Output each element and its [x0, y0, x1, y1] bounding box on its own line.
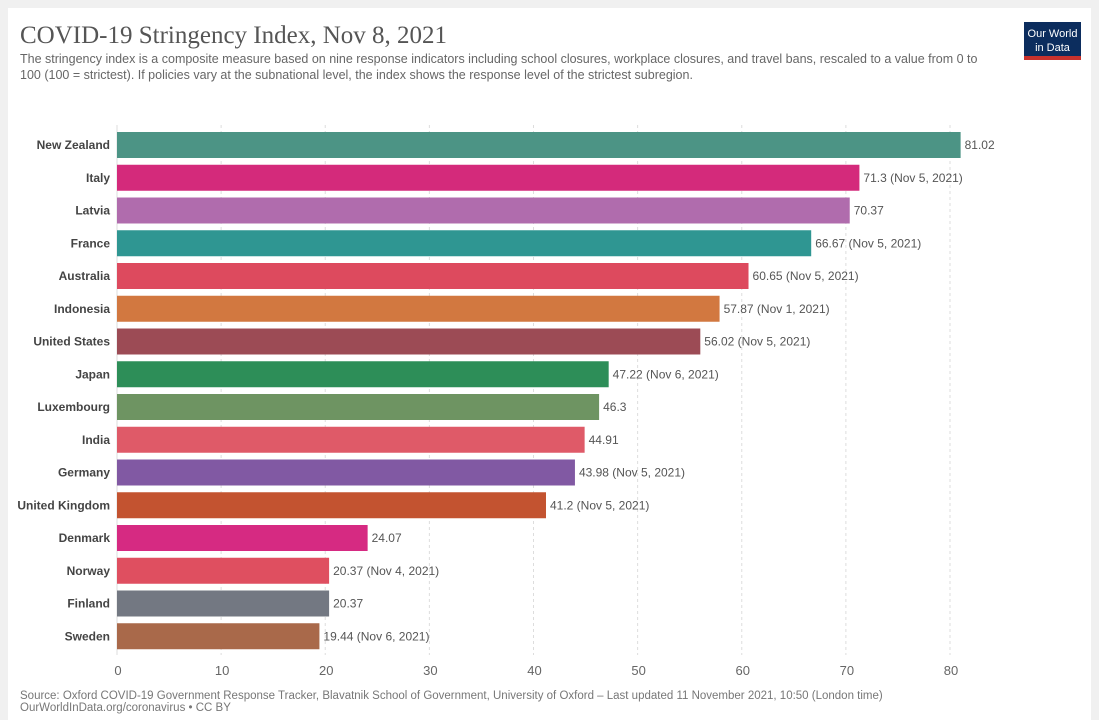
- category-label-japan: Japan: [75, 367, 110, 381]
- bars: [117, 132, 961, 650]
- bar-japan[interactable]: [117, 361, 609, 388]
- bar-finland[interactable]: [117, 590, 330, 617]
- category-label-finland: Finland: [67, 597, 110, 611]
- bar-indonesia[interactable]: [117, 295, 720, 322]
- value-label-new-zealand: 81.02: [965, 138, 995, 152]
- x-tick-80: 80: [944, 663, 958, 678]
- bar-australia[interactable]: [117, 263, 749, 289]
- bar-italy[interactable]: [117, 164, 860, 191]
- chart-subtitle: The stringency index is a composite meas…: [20, 52, 978, 82]
- bar-new-zealand[interactable]: [117, 132, 961, 158]
- x-tick-60: 60: [736, 663, 750, 678]
- bar-denmark[interactable]: [117, 525, 368, 551]
- category-label-new-zealand: New Zealand: [37, 138, 110, 152]
- category-label-australia: Australia: [59, 269, 111, 283]
- bar-norway[interactable]: [117, 557, 330, 584]
- category-label-sweden: Sweden: [65, 629, 110, 643]
- value-label-latvia: 70.37: [854, 204, 884, 218]
- category-label-italy: Italy: [86, 171, 110, 185]
- logo-line-1: Our World: [1027, 28, 1078, 40]
- bar-germany[interactable]: [117, 459, 575, 486]
- x-tick-0: 0: [114, 663, 121, 678]
- owid-logo[interactable]: Our World in Data: [1024, 22, 1081, 60]
- source-link[interactable]: OurWorldInData.org/coronavirus • CC BY: [20, 702, 231, 714]
- value-label-denmark: 24.07: [372, 531, 402, 545]
- category-labels: New Zealand Italy Latvia France Australia Ind…: [17, 138, 110, 643]
- value-label-finland: 20.37: [333, 597, 363, 611]
- value-label-united-states: 56.02 (Nov 5, 2021): [704, 335, 810, 349]
- value-label-sweden: 19.44 (Nov 6, 2021): [323, 629, 429, 643]
- source-text: Source: Oxford COVID-19 Government Respo…: [20, 690, 883, 702]
- category-label-united-kingdom: United Kingdom: [17, 498, 110, 512]
- value-labels: 81.02 71.3 (Nov 5, 2021) 70.37 66.67 (Nov 5…: [323, 138, 995, 643]
- category-label-denmark: Denmark: [59, 531, 111, 545]
- value-label-united-kingdom: 41.2 (Nov 5, 2021): [550, 498, 649, 512]
- category-label-india: India: [82, 433, 110, 447]
- value-label-france: 66.67 (Nov 5, 2021): [815, 236, 921, 250]
- x-tick-50: 50: [631, 663, 645, 678]
- bar-sweden[interactable]: [117, 623, 320, 650]
- value-label-australia: 60.65 (Nov 5, 2021): [753, 269, 859, 283]
- bar-latvia[interactable]: [117, 197, 850, 224]
- category-label-france: France: [71, 236, 111, 250]
- bar-luxembourg[interactable]: [117, 394, 600, 420]
- x-tick-20: 20: [319, 663, 333, 678]
- category-label-norway: Norway: [67, 564, 111, 578]
- x-axis-ticks: 0 10 20 30 40 50 60 70 80: [114, 663, 958, 678]
- bar-india[interactable]: [117, 426, 585, 453]
- value-label-norway: 20.37 (Nov 4, 2021): [333, 564, 439, 578]
- source-note: Source: Oxford COVID-19 Government Respo…: [20, 690, 1080, 714]
- category-label-latvia: Latvia: [75, 204, 110, 218]
- bar-france[interactable]: [117, 230, 812, 257]
- logo-line-2: in Data: [1035, 42, 1070, 54]
- x-tick-70: 70: [840, 663, 854, 678]
- bar-united-kingdom[interactable]: [117, 492, 546, 519]
- x-tick-40: 40: [527, 663, 541, 678]
- category-label-indonesia: Indonesia: [54, 302, 110, 316]
- category-label-luxembourg: Luxembourg: [37, 400, 110, 414]
- chart-title: COVID-19 Stringency Index, Nov 8, 2021: [20, 22, 448, 49]
- value-label-indonesia: 57.87 (Nov 1, 2021): [724, 302, 830, 316]
- category-label-united-states: United States: [33, 335, 110, 349]
- category-label-germany: Germany: [58, 466, 110, 480]
- value-label-luxembourg: 46.3: [603, 400, 627, 414]
- value-label-japan: 47.22 (Nov 6, 2021): [613, 367, 719, 381]
- value-label-italy: 71.3 (Nov 5, 2021): [863, 171, 962, 185]
- value-label-india: 44.91: [589, 433, 619, 447]
- value-label-germany: 43.98 (Nov 5, 2021): [579, 466, 685, 480]
- x-tick-10: 10: [215, 663, 229, 678]
- bar-united-states[interactable]: [117, 328, 701, 355]
- x-tick-30: 30: [423, 663, 437, 678]
